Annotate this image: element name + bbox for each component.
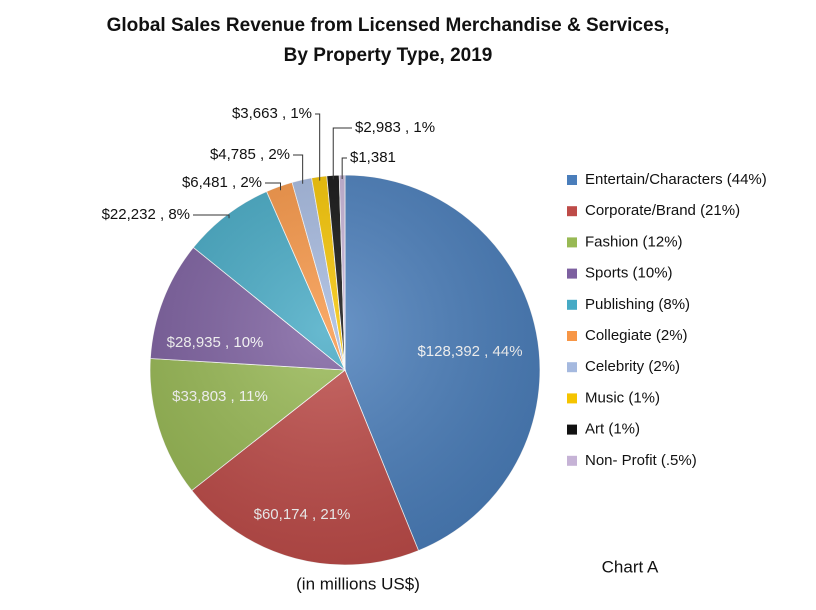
data-label: $6,481 , 2% [182,174,262,191]
legend-swatch [567,393,577,404]
leader-line [341,157,347,180]
legend-label: Sports (10%) [585,265,673,282]
chart-annotation: Chart A [602,557,659,576]
legend-label: Fashion (12%) [585,233,683,250]
legend-label: Entertain/Characters (44%) [585,171,767,188]
legend-label: Collegiate (2%) [585,327,688,344]
legend-label: Publishing (8%) [585,296,690,313]
chart-title: Global Sales Revenue from Licensed Merch… [107,15,670,36]
legend-swatch [567,237,577,248]
legend-swatch [567,175,577,185]
legend-swatch [567,299,577,310]
data-label: $1,381 [350,149,396,166]
data-label: $28,935 , 10% [167,334,264,351]
unit-note: (in millions US$) [296,574,420,593]
data-label: $128,392 , 44% [417,343,522,360]
leader-line [332,127,352,180]
legend-swatch [567,424,577,435]
legend-swatch [567,362,577,373]
data-label: $4,785 , 2% [210,146,290,163]
legend-swatch [567,331,577,341]
legend-swatch [567,206,577,217]
chart-title: By Property Type, 2019 [284,45,493,66]
legend-label: Celebrity (2%) [585,358,680,375]
data-label: $22,232 , 8% [102,206,190,223]
legend-label: Corporate/Brand (21%) [585,202,740,219]
legend-label: Art (1%) [585,421,640,438]
legend-label: Music (1%) [585,389,660,406]
data-label: $2,983 , 1% [355,119,435,136]
data-label: $60,174 , 21% [254,506,351,523]
legend-swatch [567,268,577,279]
legend-label: Non- Profit (.5%) [585,452,697,469]
leader-line [293,154,304,184]
leader-line [315,113,321,181]
data-label: $33,803 , 11% [172,388,268,405]
data-label: $3,663 , 1% [232,105,312,122]
legend-swatch [567,455,577,466]
